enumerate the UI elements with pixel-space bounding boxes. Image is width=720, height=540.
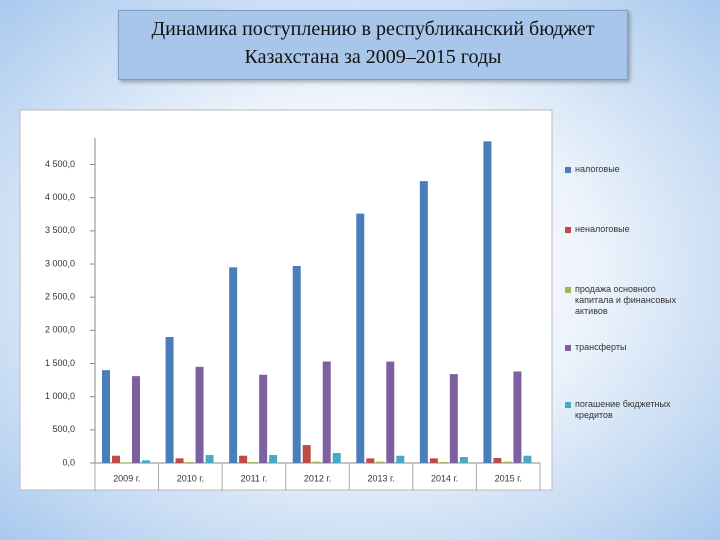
bar — [112, 455, 120, 463]
bar — [429, 458, 438, 463]
legend-swatch — [565, 402, 571, 408]
legend-swatch — [565, 287, 571, 293]
bar — [175, 458, 184, 463]
bar — [513, 371, 522, 463]
bar — [356, 213, 365, 463]
bar — [165, 336, 174, 463]
y-tick-label: 2 000,0 — [45, 325, 75, 335]
y-tick-label: 4 000,0 — [45, 192, 75, 202]
bar — [366, 458, 375, 463]
bar — [523, 455, 532, 463]
bar — [239, 455, 248, 463]
bar — [142, 460, 150, 463]
bar — [332, 453, 341, 463]
y-tick-label: 1 000,0 — [45, 391, 75, 401]
bar — [205, 455, 214, 463]
x-tick-label: 2015 г. — [495, 473, 522, 483]
bar — [376, 461, 385, 463]
y-tick-label: 3 500,0 — [45, 225, 75, 235]
y-tick-label: 0,0 — [62, 457, 75, 467]
bar — [249, 462, 258, 463]
bar — [449, 374, 458, 463]
bar — [439, 462, 448, 463]
y-tick-label: 4 500,0 — [45, 159, 75, 169]
bar — [132, 376, 140, 463]
bar — [503, 461, 512, 463]
bar — [292, 266, 301, 463]
y-tick-label: 1 500,0 — [45, 358, 75, 368]
bar — [396, 455, 405, 463]
bar — [312, 461, 321, 463]
bar — [195, 366, 204, 463]
bar — [259, 374, 268, 463]
legend-swatch — [565, 167, 571, 173]
x-tick-label: 2014 г. — [431, 473, 458, 483]
legend-swatch — [565, 227, 571, 233]
bar — [322, 361, 331, 463]
legend-label: продажа основного капитала и финансовых … — [575, 284, 677, 316]
legend-label: неналоговые — [575, 224, 630, 234]
bar — [122, 462, 130, 463]
bar — [386, 361, 395, 463]
bar — [185, 462, 194, 463]
x-tick-label: 2011 г. — [241, 473, 268, 483]
bar — [269, 455, 278, 463]
bar — [419, 181, 428, 463]
slide-title: Динамика поступлению в республиканский б… — [118, 10, 628, 80]
bar — [483, 141, 492, 463]
chart-area — [19, 109, 553, 491]
legend-label: погашение бюджетных кредитов — [575, 399, 671, 420]
bar — [229, 267, 238, 463]
bar — [493, 458, 502, 463]
legend-label: трансферты — [575, 342, 627, 352]
bar — [459, 457, 468, 463]
bar — [102, 370, 110, 463]
x-tick-label: 2010 г. — [177, 473, 204, 483]
y-tick-label: 500,0 — [52, 424, 75, 434]
x-tick-label: 2009 г. — [113, 473, 140, 483]
y-tick-label: 3 000,0 — [45, 258, 75, 268]
legend-label: налоговые — [575, 164, 620, 174]
x-tick-label: 2013 г. — [367, 473, 394, 483]
x-tick-label: 2012 г. — [304, 473, 331, 483]
bar — [302, 445, 311, 463]
legend-swatch — [565, 345, 571, 351]
y-tick-label: 2 500,0 — [45, 292, 75, 302]
